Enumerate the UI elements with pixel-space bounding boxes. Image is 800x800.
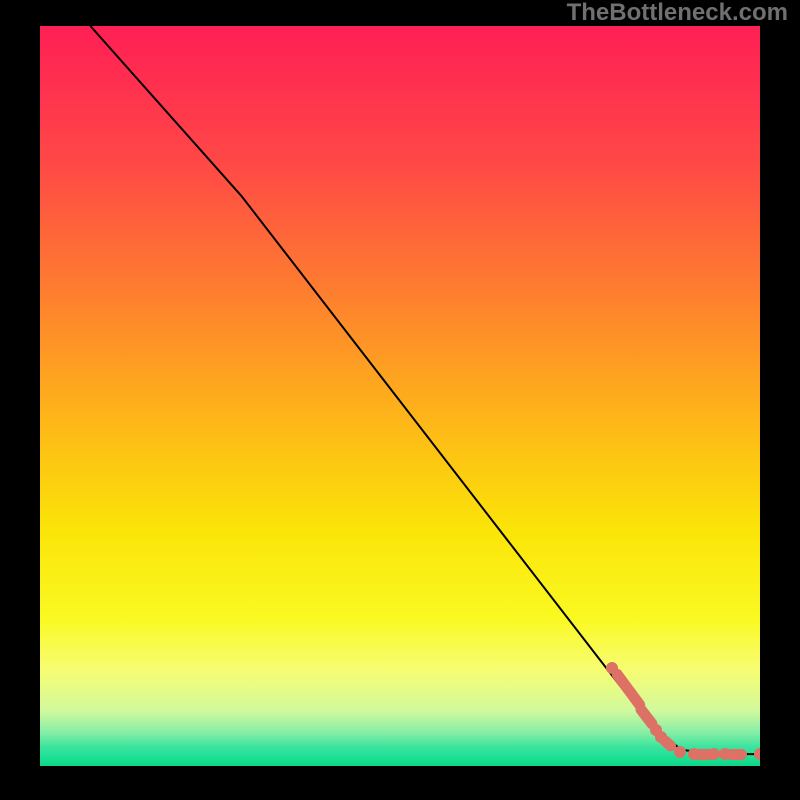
series-marker-dot	[606, 662, 618, 674]
series-marker-dot	[688, 748, 700, 760]
series-marker-dot	[655, 731, 667, 743]
series-marker-dot	[674, 746, 686, 758]
chart-frame: TheBottleneck.com	[0, 0, 800, 800]
watermark-text: TheBottleneck.com	[567, 0, 788, 27]
series-marker-dot	[708, 748, 720, 760]
series-marker-dot	[754, 748, 760, 760]
trend-path	[90, 26, 760, 754]
plot-area	[40, 26, 760, 766]
trend-line	[40, 26, 760, 766]
series-marker-dot	[719, 748, 731, 760]
